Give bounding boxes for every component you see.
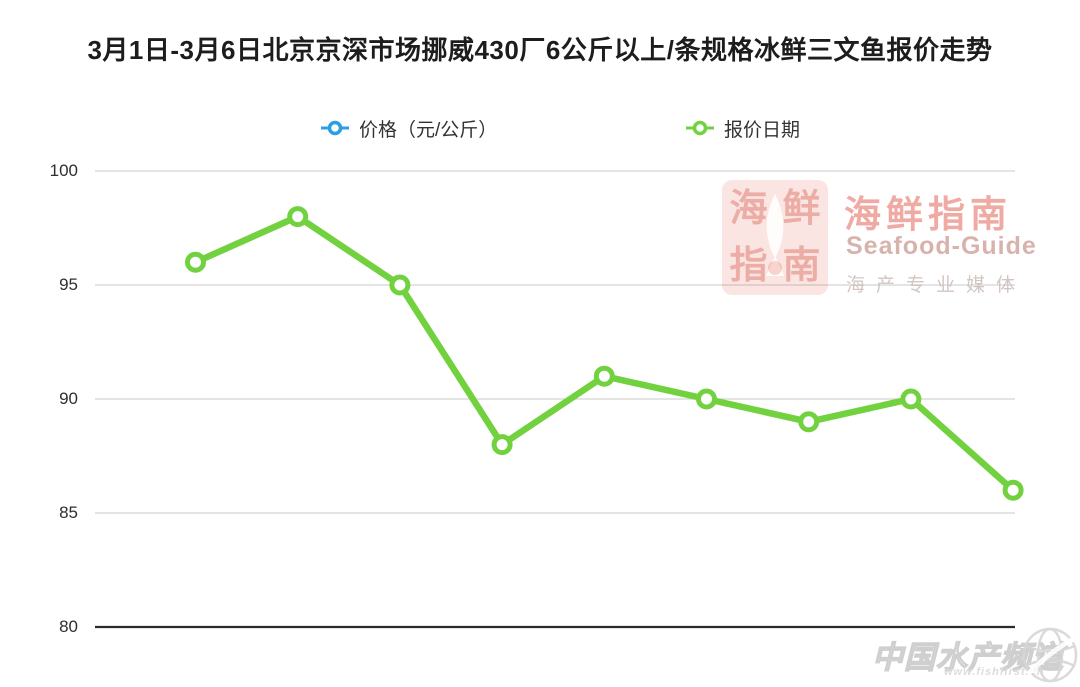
y-tick-label: 90 [59, 389, 78, 408]
legend-item-date: 报价日期 [685, 113, 800, 143]
y-tick-label: 95 [59, 275, 78, 294]
legend-label-date: 报价日期 [724, 119, 801, 141]
line-marker-icon [321, 120, 349, 136]
data-point-marker [593, 365, 615, 387]
chart-title: 3月1日-3月6日北京京深市场挪威430厂6公斤以上/条规格冰鲜三文鱼报价走势 [87, 35, 993, 65]
data-point-marker [1002, 479, 1024, 501]
data-point-marker [287, 206, 309, 228]
data-point-marker [798, 411, 820, 433]
legend-item-price: 价格（元/公斤） [320, 113, 497, 143]
legend: 价格（元/公斤） 报价日期 [0, 113, 1080, 143]
data-point-marker [900, 388, 922, 410]
legend-label-price: 价格（元/公斤） [359, 119, 498, 141]
price-line [192, 213, 1017, 494]
data-point-marker [185, 251, 206, 273]
y-tick-label: 85 [59, 503, 78, 522]
line-marker-icon [686, 120, 714, 136]
data-point-marker [389, 274, 411, 296]
y-tick-label: 80 [59, 617, 78, 636]
y-tick-label: 100 [49, 161, 78, 180]
data-point-marker [491, 434, 513, 456]
data-point-marker [696, 388, 717, 410]
